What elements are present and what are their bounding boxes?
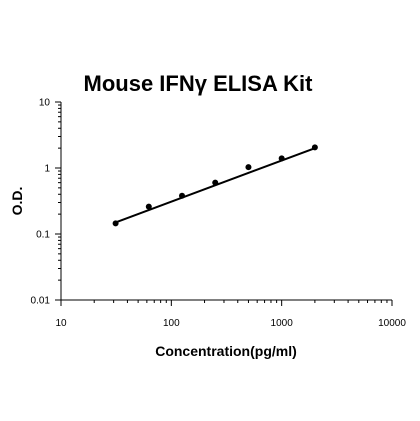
x-tick-label: 10000: [378, 318, 406, 329]
x-tick-label: 1000: [271, 318, 294, 329]
y-tick-label: 0.01: [31, 296, 51, 307]
axes: [60, 102, 392, 301]
y-axis-ticks: 0.01 0.1 1 10: [31, 98, 61, 307]
data-point: [112, 220, 119, 227]
y-tick-label: 10: [39, 98, 51, 109]
y-tick-label: 0.1: [36, 230, 50, 241]
x-tick-label: 100: [163, 318, 180, 329]
data-point: [179, 192, 186, 199]
y-tick-label: 1: [44, 164, 50, 175]
data-point: [212, 179, 219, 186]
data-points: [112, 144, 318, 227]
data-point: [278, 155, 285, 162]
data-point: [311, 144, 318, 151]
x-axis-label: Concentration(pg/ml): [155, 343, 297, 359]
chart-title: Mouse IFNγ ELISA Kit: [84, 71, 314, 96]
data-point: [145, 203, 152, 210]
data-point: [245, 164, 252, 171]
x-axis-ticks: 10 100 1000 10000: [55, 300, 406, 329]
y-axis-label: O.D.: [9, 187, 25, 216]
x-tick-label: 10: [55, 318, 67, 329]
